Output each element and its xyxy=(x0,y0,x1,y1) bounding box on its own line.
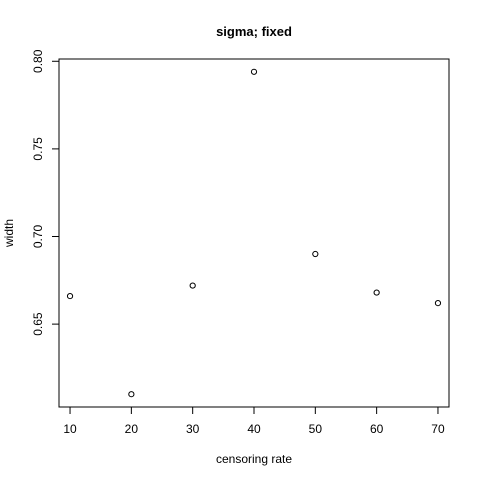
x-tick-label: 50 xyxy=(309,422,323,436)
y-tick-label: 0.70 xyxy=(31,225,45,249)
x-axis-label: censoring rate xyxy=(216,452,292,466)
data-point xyxy=(189,282,196,289)
y-tick-label: 0.75 xyxy=(31,137,45,161)
data-point xyxy=(434,299,442,307)
data-point xyxy=(373,289,380,296)
data-point xyxy=(66,292,74,300)
data-point xyxy=(128,391,135,398)
x-tick-label: 10 xyxy=(63,422,77,436)
x-tick-label: 60 xyxy=(370,422,384,436)
data-points xyxy=(66,68,442,398)
y-tick-label: 0.80 xyxy=(31,49,45,73)
x-tick-label: 70 xyxy=(431,422,445,436)
x-axis: 10 20 30 40 50 60 70 xyxy=(63,407,445,436)
x-tick-label: 30 xyxy=(186,422,200,436)
chart-title: sigma; fixed xyxy=(216,24,292,39)
data-point xyxy=(250,68,258,75)
x-tick-label: 40 xyxy=(247,422,261,436)
y-axis-label: width xyxy=(2,219,16,248)
y-tick-label: 0.65 xyxy=(31,312,45,336)
y-axis: 0.65 0.70 0.75 0.80 xyxy=(31,49,59,336)
plot-frame xyxy=(58,58,450,408)
x-tick-label: 20 xyxy=(125,422,139,436)
data-point xyxy=(312,250,319,258)
